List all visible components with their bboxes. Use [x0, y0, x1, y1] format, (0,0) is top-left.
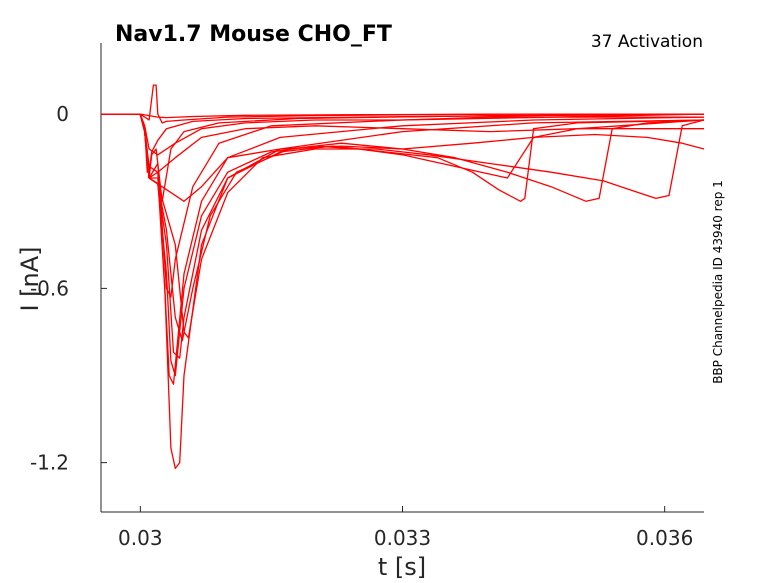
x-tick-label: 0.033	[374, 526, 431, 550]
series-layer	[101, 84, 705, 470]
series-line-13	[101, 113, 704, 173]
series-line-14	[101, 113, 704, 156]
y-axis-label: I [nA]	[16, 246, 44, 311]
chart-title: Nav1.7 Mouse CHO_FT	[115, 22, 392, 47]
side-note: BBP Channelpedia ID 43940 rep 1	[711, 180, 725, 384]
series-line-12	[101, 113, 705, 202]
x-tick-label: 0.036	[636, 526, 693, 550]
y-tick-label: -0.6	[30, 276, 69, 300]
chart-annotation: 37 Activation	[591, 32, 703, 52]
series-line-2	[101, 84, 704, 124]
y-tick-label: 0	[56, 102, 69, 126]
axes: 0.03 0.033 0.036 0 -0.6 -1.2	[30, 43, 704, 550]
y-tick-label: -1.2	[30, 451, 69, 475]
x-axis-label: t [s]	[378, 553, 426, 581]
x-tick-label: 0.03	[118, 526, 163, 550]
